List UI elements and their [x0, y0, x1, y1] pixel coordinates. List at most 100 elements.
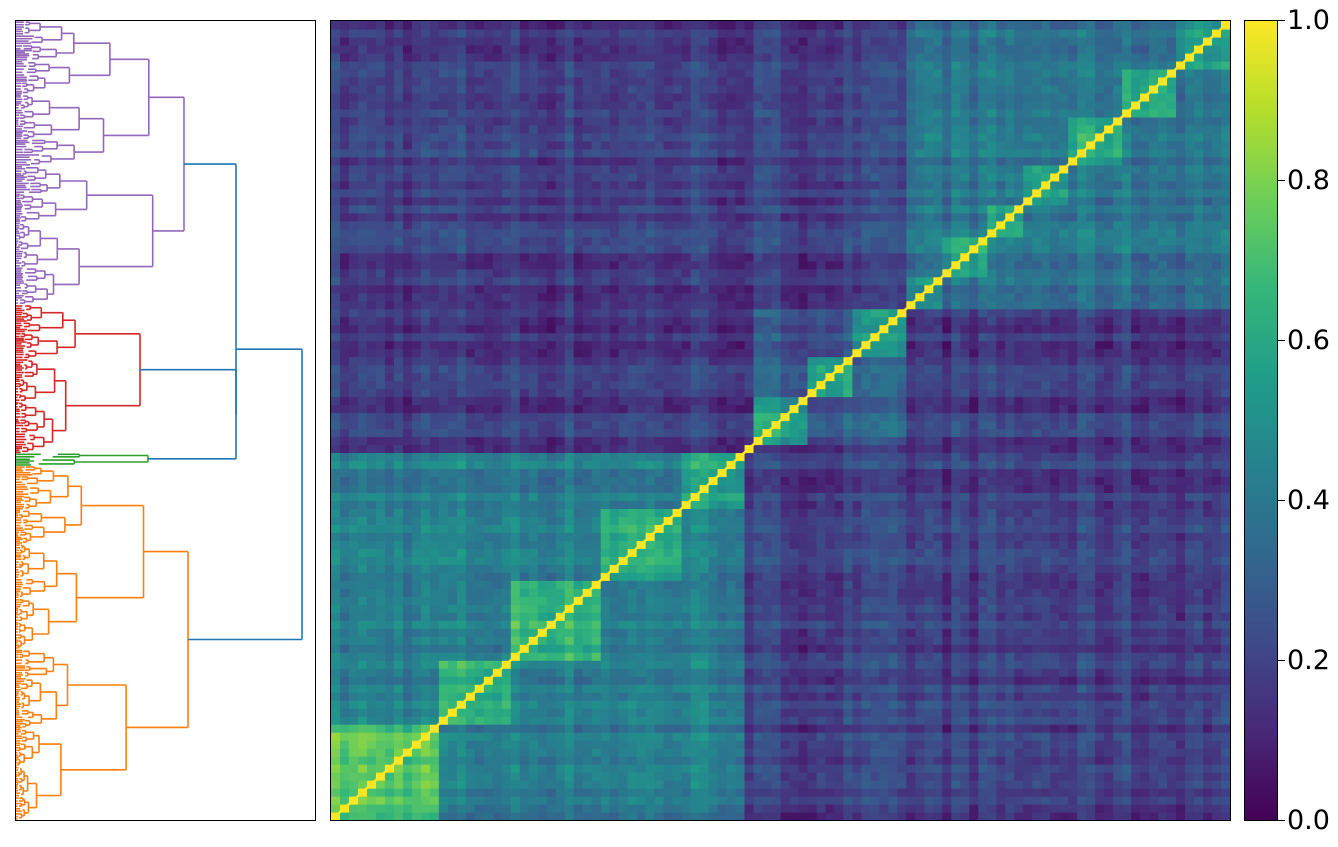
heatmap-cell: [1050, 588, 1060, 597]
heatmap-cell: [708, 700, 719, 709]
heatmap-cell: [375, 628, 386, 637]
heatmap-cell: [411, 620, 422, 629]
heatmap-cell: [1086, 660, 1096, 669]
heatmap-cell: [627, 572, 638, 581]
heatmap-cell: [420, 684, 431, 693]
heatmap-cell: [1050, 636, 1060, 645]
heatmap-cell: [654, 804, 665, 813]
heatmap-cell: [942, 612, 952, 621]
heatmap-cell: [1014, 556, 1024, 565]
heatmap-cell: [942, 644, 952, 653]
heatmap-cell: [1104, 748, 1114, 757]
heatmap-cell: [987, 732, 997, 741]
heatmap-cell: [1086, 764, 1096, 773]
heatmap-cell: [438, 548, 449, 557]
heatmap-cell: [654, 716, 665, 725]
heatmap-cell: [546, 788, 557, 797]
heatmap-cell: [915, 620, 925, 629]
heatmap-cell: [636, 764, 647, 773]
heatmap-cell: [474, 668, 485, 677]
heatmap-cell: [798, 572, 809, 581]
heatmap-cell: [879, 604, 889, 613]
heatmap-cell: [987, 804, 997, 813]
heatmap-cell: [1122, 612, 1132, 621]
heatmap-cell: [672, 740, 683, 749]
heatmap-cell: [735, 668, 746, 677]
heatmap-cell: [366, 620, 377, 629]
heatmap-cell: [348, 508, 359, 517]
heatmap-cell: [960, 700, 970, 709]
heatmap-cell: [807, 620, 818, 629]
heatmap-cell: [483, 556, 494, 565]
heatmap-cell: [402, 596, 413, 605]
heatmap-cell: [1176, 524, 1186, 533]
heatmap-cell: [870, 652, 880, 661]
heatmap-cell: [708, 644, 719, 653]
heatmap-cell: [331, 676, 341, 685]
heatmap-cell: [1014, 812, 1024, 820]
heatmap-cell: [825, 604, 836, 613]
heatmap-cell: [564, 708, 575, 717]
heatmap-cell: [663, 524, 674, 533]
heatmap-cell: [942, 620, 952, 629]
heatmap-cell: [663, 804, 674, 813]
heatmap-cell: [654, 660, 665, 669]
heatmap-cell: [1221, 580, 1230, 589]
heatmap-cell: [564, 812, 575, 820]
heatmap-cell: [690, 532, 701, 541]
heatmap-cell: [492, 804, 503, 813]
heatmap-cell: [474, 620, 485, 629]
heatmap-cell: [888, 804, 898, 813]
heatmap-cell: [1050, 708, 1060, 717]
heatmap-cell: [1194, 668, 1204, 677]
heatmap-cell: [1104, 508, 1114, 517]
heatmap-cell: [924, 628, 934, 637]
heatmap-cell: [1104, 604, 1114, 613]
heatmap-cell: [726, 564, 737, 573]
heatmap-cell: [699, 524, 710, 533]
heatmap-cell: [1203, 588, 1213, 597]
heatmap-cell: [717, 772, 728, 781]
heatmap-cell: [933, 604, 943, 613]
heatmap-cell: [1023, 812, 1033, 820]
heatmap-cell: [1086, 668, 1096, 677]
heatmap-cell: [942, 724, 952, 733]
heatmap-cell: [510, 676, 521, 685]
heatmap-cell: [681, 540, 692, 549]
heatmap-cell: [438, 740, 449, 749]
heatmap-cell: [366, 588, 377, 597]
heatmap-cell: [564, 596, 575, 605]
heatmap-cell: [879, 692, 889, 701]
heatmap-cell: [357, 692, 368, 701]
heatmap-cell: [384, 788, 395, 797]
heatmap-cell: [331, 588, 341, 597]
heatmap-cell: [690, 644, 701, 653]
heatmap-cell: [1185, 612, 1195, 621]
heatmap-cell: [753, 788, 764, 797]
heatmap-cell: [600, 804, 611, 813]
heatmap-cell: [600, 524, 611, 533]
heatmap-cell: [834, 580, 845, 589]
heatmap-cell: [942, 716, 952, 725]
heatmap-cell: [1104, 780, 1114, 789]
heatmap-cell: [339, 612, 350, 621]
heatmap-cell: [1221, 756, 1230, 765]
heatmap-cell: [933, 668, 943, 677]
heatmap-cell: [618, 604, 629, 613]
heatmap-cell: [384, 556, 395, 565]
heatmap-cell: [411, 652, 422, 661]
heatmap-cell: [393, 564, 404, 573]
heatmap-cell: [1167, 580, 1177, 589]
heatmap-cell: [483, 708, 494, 717]
heatmap-cell: [591, 500, 602, 509]
heatmap-cell: [636, 700, 647, 709]
heatmap-cell: [969, 516, 979, 525]
heatmap-cell: [1095, 556, 1105, 565]
heatmap-cell: [1023, 548, 1033, 557]
heatmap-cell: [888, 548, 898, 557]
heatmap-cell: [780, 724, 791, 733]
heatmap-cell: [726, 604, 737, 613]
heatmap-cell: [969, 756, 979, 765]
heatmap-cell: [1014, 524, 1024, 533]
heatmap-cell: [852, 556, 863, 565]
